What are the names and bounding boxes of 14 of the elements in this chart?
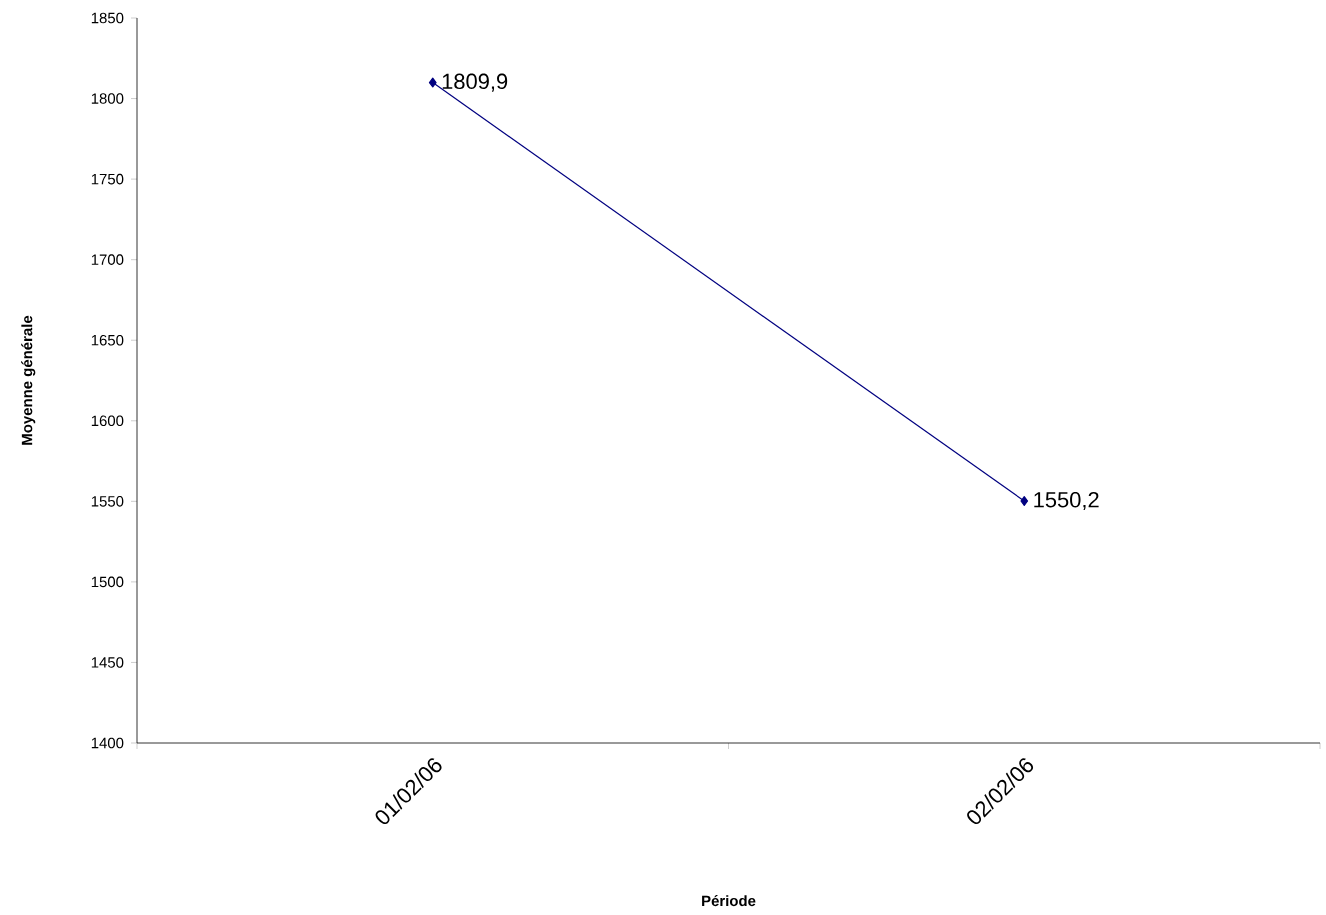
- y-tick-label: 1750: [91, 173, 124, 185]
- y-tick-label: 1850: [91, 12, 124, 24]
- y-tick-label: 1800: [91, 93, 124, 104]
- data-label: 1809,9: [442, 73, 508, 92]
- data-label: 1550,2: [1034, 491, 1099, 511]
- y-tick-label: 1400: [91, 737, 124, 749]
- y-tick-label: 1450: [91, 657, 124, 668]
- y-tick-label: 1700: [91, 254, 124, 265]
- x-axis-title: Période: [702, 895, 756, 907]
- y-axis-title: Moyenne générale: [21, 315, 36, 445]
- y-tick-label: 1500: [91, 576, 124, 588]
- y-tick-label: 1600: [91, 415, 124, 427]
- y-tick-label: 1550: [91, 496, 124, 507]
- y-tick-label: 1650: [91, 334, 124, 346]
